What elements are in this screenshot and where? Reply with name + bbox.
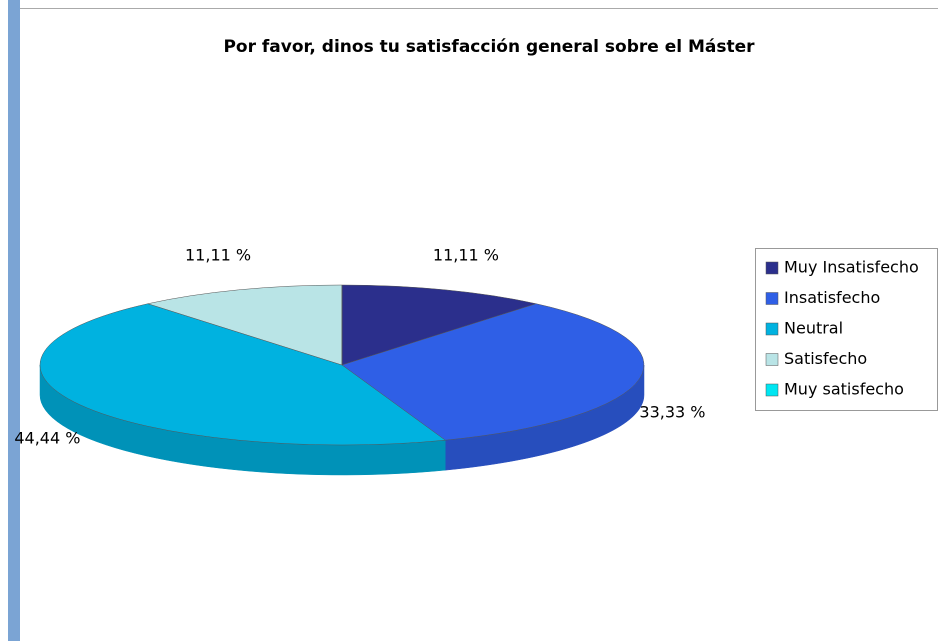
legend-box	[755, 248, 938, 411]
legend-swatch	[765, 292, 779, 305]
chart-title: Por favor, dinos tu satisfacción general…	[223, 37, 755, 57]
slice	[341, 284, 538, 366]
value-label: 33,33 %	[639, 402, 705, 421]
side-bar	[8, 0, 20, 641]
value-label: 11,11 %	[433, 245, 499, 264]
legend-label: Muy Insatisfecho	[784, 258, 919, 277]
legend-swatch	[765, 383, 779, 397]
slice	[39, 303, 446, 446]
legend-swatch	[765, 353, 779, 366]
legend-swatch	[765, 322, 779, 336]
value-label: 11,11 %	[185, 245, 251, 264]
slice	[146, 284, 343, 366]
legend-swatch	[765, 261, 779, 275]
value-label: 44,44 %	[14, 429, 80, 448]
legend-label: Neutral	[784, 319, 843, 338]
legend-label: Insatisfecho	[784, 288, 880, 307]
legend-label: Muy satisfecho	[784, 380, 904, 399]
legend-label: Satisfecho	[784, 349, 867, 368]
slice	[341, 303, 645, 441]
